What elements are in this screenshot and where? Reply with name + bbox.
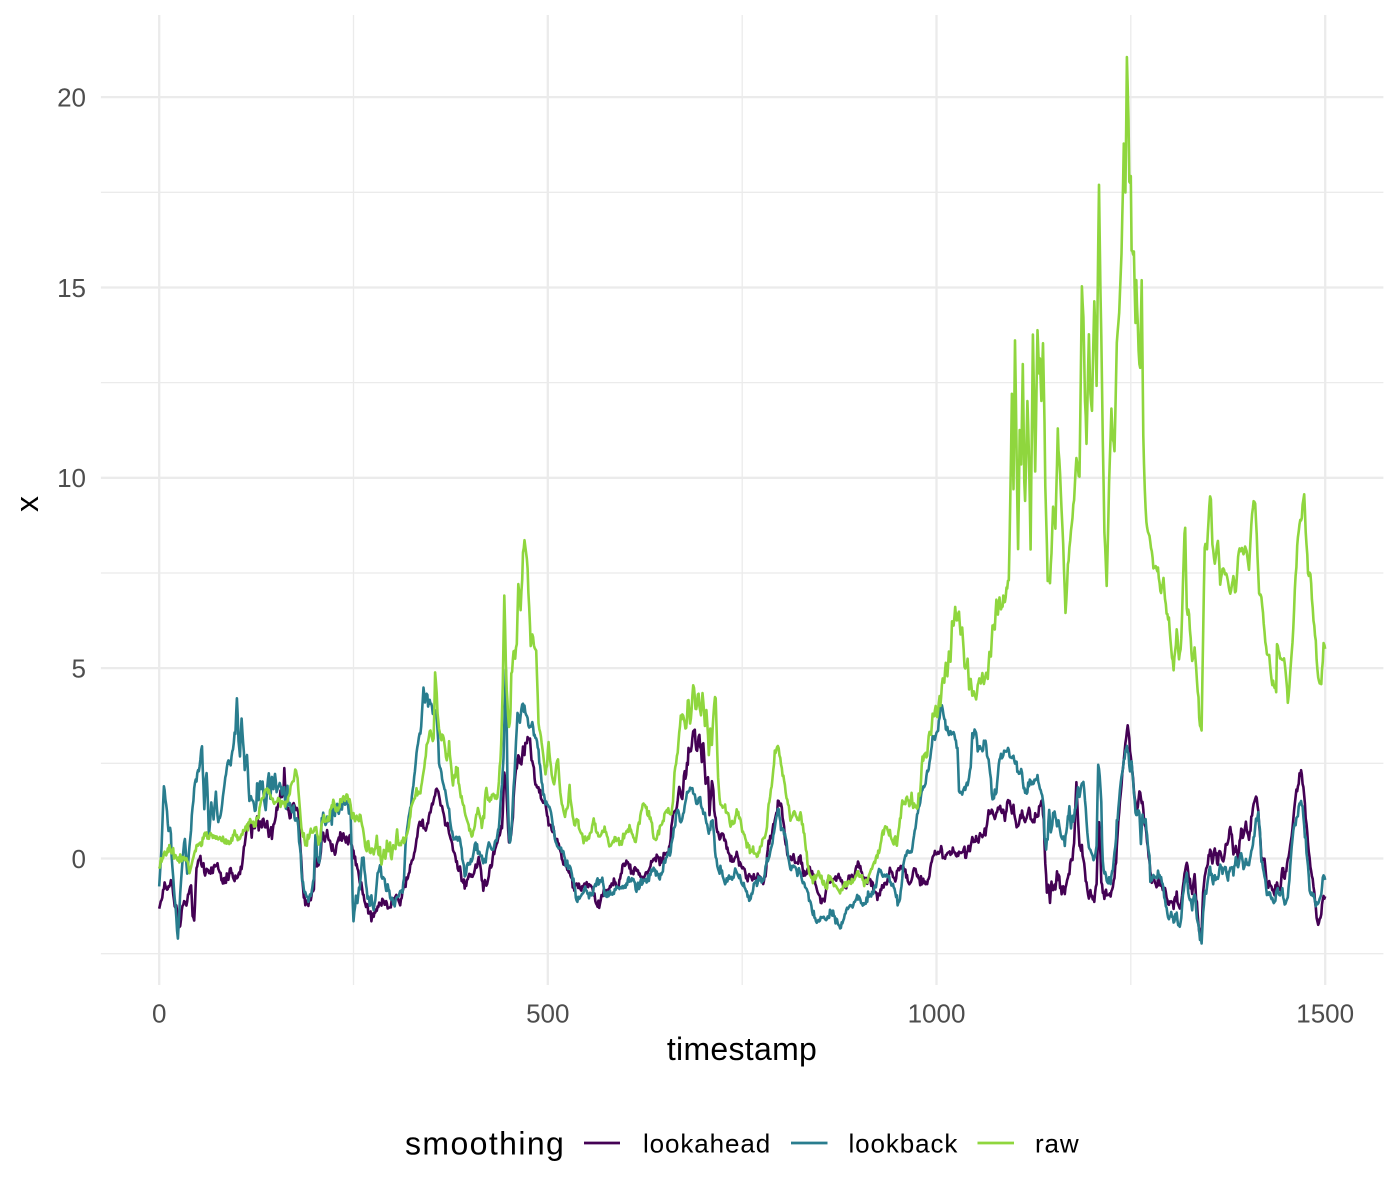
svg-text:1000: 1000: [908, 999, 966, 1029]
svg-text:0: 0: [72, 844, 86, 874]
svg-text:15: 15: [57, 273, 86, 303]
svg-text:5: 5: [72, 653, 86, 683]
svg-text:x: x: [9, 496, 45, 512]
svg-text:1500: 1500: [1296, 999, 1354, 1029]
svg-text:500: 500: [526, 999, 569, 1029]
svg-text:raw: raw: [1035, 1128, 1080, 1158]
svg-text:20: 20: [57, 82, 86, 112]
svg-text:timestamp: timestamp: [667, 1031, 817, 1067]
svg-text:lookahead: lookahead: [643, 1128, 771, 1158]
svg-text:lookback: lookback: [849, 1128, 959, 1158]
svg-text:10: 10: [57, 463, 86, 493]
svg-text:0: 0: [152, 999, 166, 1029]
svg-text:smoothing: smoothing: [405, 1126, 565, 1162]
